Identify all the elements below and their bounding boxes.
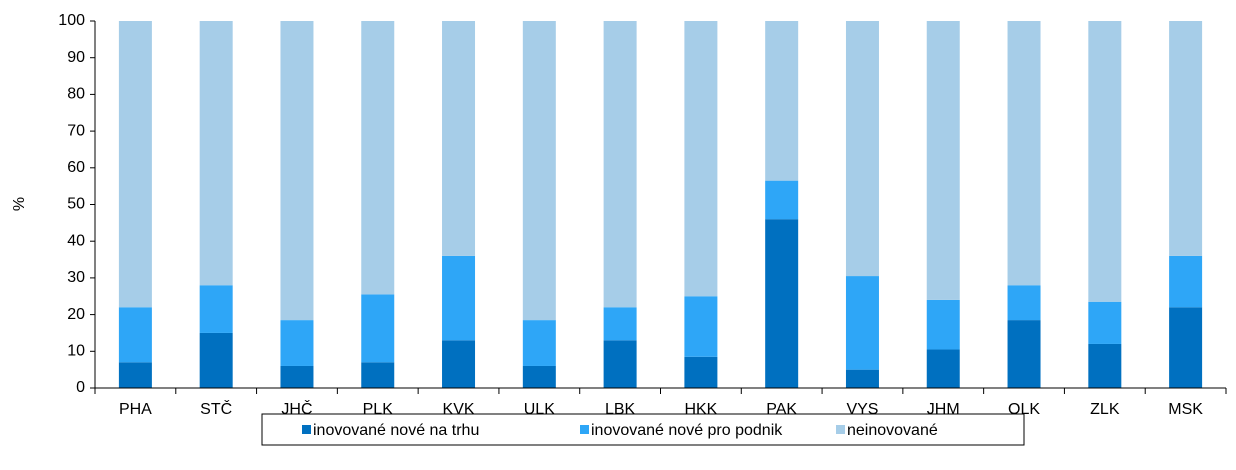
x-tick-label: OLK [1008,401,1040,418]
x-tick-label: PAK [766,401,797,418]
bar-segment [1007,21,1041,286]
x-tick-label: PHA [119,401,152,418]
y-tick-label: 40 [67,232,85,249]
bar-segment [442,255,476,341]
bar-segment [1007,285,1041,321]
bar-segment [522,365,556,388]
x-tick-label: ZLK [1090,401,1120,418]
y-tick-label: 60 [67,159,85,176]
x-tick-label: LBK [605,401,636,418]
bar-segment [926,21,960,300]
bar-segment [361,21,395,295]
bar-segment [522,21,556,321]
bar-segment [522,320,556,366]
bar-segment [845,369,879,388]
bar-segment [1169,255,1203,308]
bar-segment [118,362,152,388]
y-tick-label: 30 [67,269,85,286]
bar-segment [926,299,960,350]
x-tick-label: KVK [443,401,475,418]
bar-segment [1007,320,1041,388]
legend-marker [302,425,311,434]
legend-box [261,413,1025,446]
y-tick-label: 90 [67,49,85,66]
bar-segment [442,340,476,388]
bar-segment [765,180,799,220]
x-tick-label: PLK [363,401,394,418]
x-tick-label: ULK [524,401,555,418]
bar-segment [1169,21,1203,256]
bar-segment [845,21,879,277]
y-tick-label: 0 [76,379,85,396]
bar-segment [361,362,395,388]
legend-label: inovované nové pro podnik [591,422,783,439]
bar-segment [442,21,476,256]
bar-segment [280,365,314,388]
bar-segment [684,356,718,388]
bar-segment [765,21,799,181]
bar-segment [845,276,879,370]
x-tick-label: JHM [927,401,960,418]
bar-segment [603,21,637,308]
x-tick-label: STČ [200,399,232,418]
bar-segment [199,285,233,333]
x-tick-label: HKK [684,401,717,418]
bar-segment [118,307,152,363]
legend-marker [836,425,845,434]
x-tick-label: MSK [1168,401,1203,418]
y-tick-label: 100 [58,12,85,29]
bar-segment [118,21,152,308]
bar-segment [361,294,395,363]
bar-segment [684,296,718,357]
bar-segment [1088,301,1122,344]
y-tick-label: 10 [67,343,85,360]
bar-segment [603,307,637,341]
x-tick-label: VYS [846,401,878,418]
y-tick-label: 20 [67,306,85,323]
y-tick-label: 50 [67,196,85,213]
x-tick-label: JHČ [281,399,312,418]
bar-segment [926,349,960,388]
bar-segment [603,340,637,388]
bar-segment [1088,343,1122,388]
legend-label: neinovované [847,422,938,439]
legend-marker [580,425,589,434]
bar-segment [684,21,718,297]
bar-segment [199,21,233,286]
legend-label: inovované nové na trhu [313,422,479,439]
y-tick-label: 70 [67,122,85,139]
y-axis-label: % [11,197,28,211]
bar-segment [1088,21,1122,302]
bar-segment [765,219,799,388]
y-tick-label: 80 [67,86,85,103]
bar-segment [1169,307,1203,388]
bar-segment [280,21,314,321]
bar-segment [199,332,233,388]
bar-segment [280,320,314,366]
